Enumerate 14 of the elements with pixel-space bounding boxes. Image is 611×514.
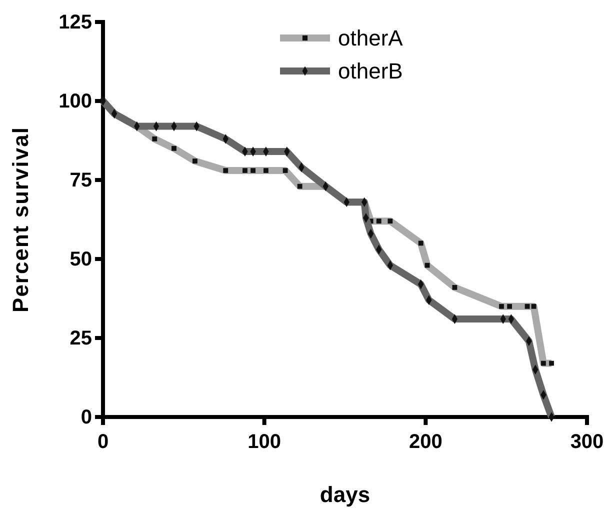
x-axis-title: days	[320, 482, 370, 507]
legend-label: otherA	[338, 26, 404, 51]
y-tick-label: 25	[70, 327, 92, 350]
y-tick-label: 0	[80, 406, 92, 428]
y-axis-title: Percent survival	[8, 126, 33, 312]
x-tick-label: 200	[408, 431, 442, 453]
x-tick-label: 300	[570, 431, 604, 453]
y-tick-label: 125	[58, 11, 92, 34]
y-tick-label: 75	[70, 169, 92, 192]
legend-label: otherB	[338, 58, 403, 84]
y-tick-label: 100	[58, 90, 92, 112]
x-tick-label: 100	[248, 431, 282, 453]
x-tick-label: 0	[97, 431, 109, 453]
y-tick-label: 50	[70, 248, 92, 270]
